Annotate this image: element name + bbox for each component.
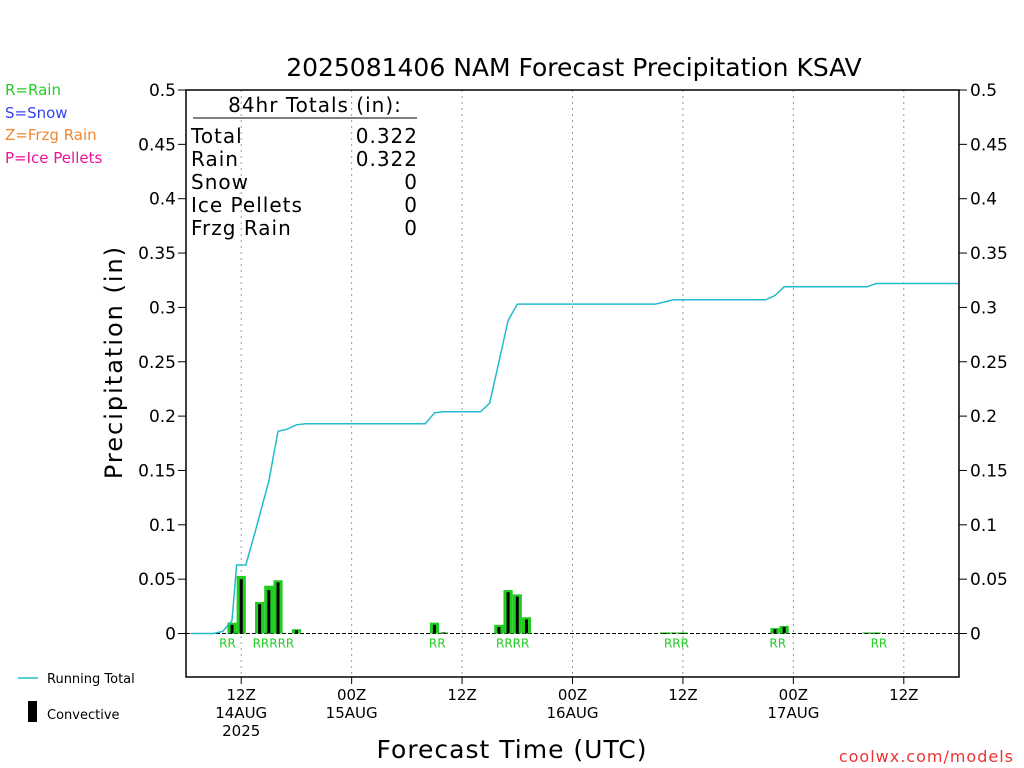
convective-bar [497, 626, 501, 634]
vertical-gridlines [240, 90, 905, 677]
precip-type-label: RRRRR [253, 637, 295, 651]
convective-bar [258, 604, 262, 634]
convective-bar [773, 629, 777, 634]
x-tick-label: 00Z [779, 686, 808, 704]
precip-type-label: RRR [664, 637, 689, 651]
precip-type-label: RR [219, 637, 236, 651]
convective-bar [239, 579, 243, 634]
totals-label: Total [190, 124, 243, 148]
convective-bar [663, 632, 667, 634]
convective-bar [515, 596, 519, 634]
x-tick-label: 00Z [337, 686, 366, 704]
x-axis-label: Forecast Time (UTC) [377, 735, 648, 764]
convective-bar [442, 632, 446, 634]
y-tick-label: 0.5 [149, 81, 176, 101]
totals-value: 0.322 [356, 147, 418, 171]
convective-bar [294, 630, 298, 634]
y-tick-label: 0 [165, 625, 176, 645]
totals-value: 0 [404, 216, 418, 240]
y-tick-label: 0.45 [138, 135, 176, 155]
x-tick-label: 12Z [447, 686, 476, 704]
x-tick-label: 12Z [889, 686, 918, 704]
y-tick-label: 0.5 [970, 81, 997, 101]
convective-bar [506, 592, 510, 634]
y-tick-label: 0.4 [149, 190, 176, 210]
totals-label: Frzg Rain [191, 216, 292, 240]
totals-box: 84hr Totals (in): Total 0.322 Rain 0.322 Sno… [190, 93, 418, 240]
y-tick-label: 0.15 [970, 461, 1008, 481]
totals-value: 0 [404, 170, 418, 194]
y-tick-label: 0.45 [970, 135, 1008, 155]
precip-bars [227, 575, 881, 634]
y-tick-label: 0 [970, 625, 981, 645]
convective-bar [865, 632, 869, 634]
precip-type-label: RR [871, 637, 888, 651]
legend-rain: R=Rain [5, 81, 61, 99]
x-tick-label: 2025 [222, 722, 260, 740]
y-tick-label: 0.4 [970, 190, 997, 210]
chart-title: 2025081406 NAM Forecast Precipitation KS… [286, 53, 862, 82]
convective-bar [681, 632, 685, 634]
y-tick-label: 0.35 [970, 244, 1008, 264]
legend-ice-pellets: P=Ice Pellets [5, 149, 103, 167]
convective-bar [230, 624, 234, 634]
precip-type-label: RR [769, 637, 786, 651]
y-tick-label: 0.25 [138, 353, 176, 373]
totals-label: Snow [191, 170, 249, 194]
convective-bar [267, 590, 271, 634]
legend-snow: S=Snow [5, 104, 68, 122]
convective-bar [524, 619, 528, 634]
totals-label: Rain [191, 147, 239, 171]
credit-text: coolwx.com/models [839, 747, 1014, 766]
x-tick-label: 14AUG [215, 704, 267, 722]
y-tick-label: 0.25 [970, 353, 1008, 373]
y-tick-label: 0.05 [970, 570, 1008, 590]
convective-bar [782, 626, 786, 634]
convective-bar [874, 632, 878, 634]
convective-legend-label: Convective [47, 708, 120, 723]
y-tick-label: 0.3 [149, 298, 176, 318]
y-tick-label: 0.3 [970, 298, 997, 318]
legend-frzg-rain: Z=Frzg Rain [5, 126, 97, 144]
precip-type-label: RRRR [496, 637, 529, 651]
x-tick-label: 17AUG [767, 704, 819, 722]
precip-type-labels: RR RRRRR RR RRRR RRR RR RR [219, 637, 887, 651]
totals-label: Ice Pellets [191, 193, 303, 217]
y-tick-label: 0.35 [138, 244, 176, 264]
totals-value: 0.322 [356, 124, 418, 148]
x-tick-label: 15AUG [326, 704, 378, 722]
x-tick-label: 16AUG [547, 704, 599, 722]
y-axis-right: 0 0.05 0.1 0.15 0.2 0.25 0.3 0.35 0.4 0.45 0.5 [959, 81, 1008, 645]
y-tick-label: 0.1 [149, 516, 176, 536]
x-tick-label: 12Z [668, 686, 697, 704]
running-total-line [190, 282, 959, 635]
y-tick-label: 0.2 [149, 407, 176, 427]
precip-type-label: RR [429, 637, 446, 651]
y-tick-label: 0.05 [138, 570, 176, 590]
convective-legend-swatch [28, 701, 37, 722]
y-tick-label: 0.15 [138, 461, 176, 481]
y-tick-label: 0.2 [970, 407, 997, 427]
totals-value: 0 [404, 193, 418, 217]
y-tick-label: 0.1 [970, 516, 997, 536]
running-total-legend-label: Running Total [47, 672, 135, 687]
x-tick-label: 12Z [227, 686, 256, 704]
x-tick-label: 00Z [558, 686, 587, 704]
totals-header: 84hr Totals (in): [228, 93, 402, 117]
convective-bar [432, 624, 436, 634]
convective-bar [276, 582, 280, 634]
convective-bar [672, 632, 676, 634]
y-axis-label: Precipitation (in) [100, 245, 128, 479]
y-axis-left: 0 0.05 0.1 0.15 0.2 0.25 0.3 0.35 0.4 0.45 0.5 [138, 81, 186, 645]
